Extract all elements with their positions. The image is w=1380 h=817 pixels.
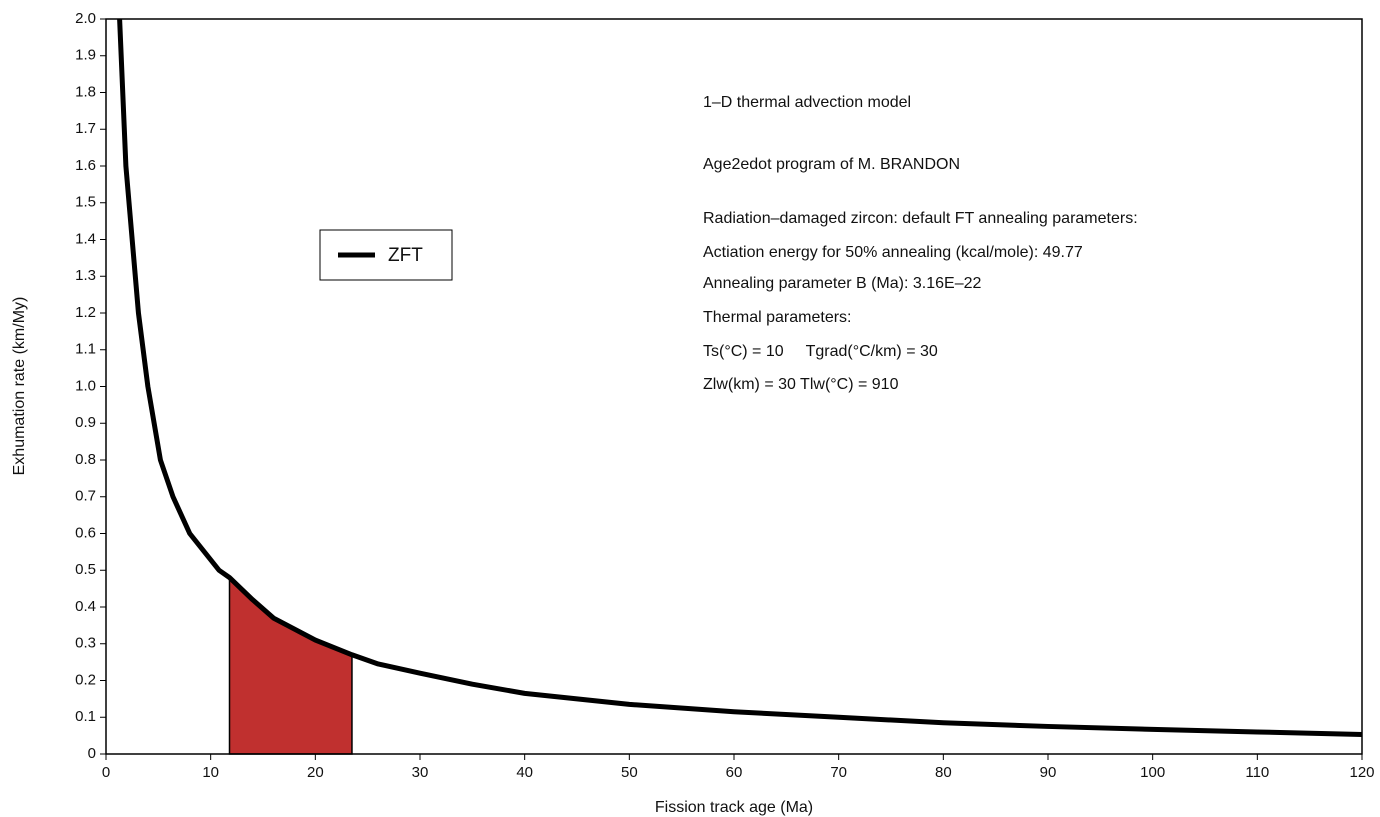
- y-tick-label: 1.3: [75, 267, 96, 284]
- x-tick-label: 110: [1245, 764, 1269, 781]
- annotation: Zlw(km) = 30 Tlw(°C) = 910: [703, 376, 899, 393]
- y-tick-label: 0.7: [75, 488, 96, 505]
- y-tick-label: 1.8: [75, 83, 96, 100]
- x-tick-label: 40: [516, 764, 533, 781]
- x-tick-label: 100: [1140, 764, 1165, 781]
- x-tick-label: 80: [935, 764, 952, 781]
- annotation: Age2edot program of M. BRANDON: [703, 156, 960, 173]
- x-tick-label: 90: [1040, 764, 1057, 781]
- line-series: [117, 18, 1363, 738]
- x-tick-label: 10: [202, 764, 219, 781]
- x-tick-label: 50: [621, 764, 638, 781]
- x-axis-label: Fission track age (Ma): [655, 799, 813, 816]
- annotation: Thermal parameters:: [703, 309, 852, 326]
- annotation: Radiation–damaged zircon: default FT ann…: [703, 210, 1138, 227]
- y-axis-label: Exhumation rate (km/My): [11, 297, 28, 476]
- y-tick-label: 0.3: [75, 635, 96, 652]
- y-tick-label: 0.5: [75, 561, 96, 578]
- legend-label: ZFT: [388, 245, 423, 266]
- x-tick-label: 30: [412, 764, 429, 781]
- y-tick-label: 1.2: [75, 304, 96, 321]
- y-tick-label: 0.9: [75, 414, 96, 431]
- annotation: 1–D thermal advection model: [703, 94, 911, 111]
- y-tick-label: 0.8: [75, 451, 96, 468]
- x-tick-label: 120: [1349, 764, 1374, 781]
- y-tick-label: 0.1: [75, 708, 96, 725]
- y-tick-label: 1.9: [75, 47, 96, 64]
- y-tick-label: 1.7: [75, 120, 96, 137]
- y-tick-label: 2.0: [75, 10, 96, 27]
- annotation: Annealing parameter B (Ma): 3.16E–22: [703, 275, 981, 292]
- x-tick-label: 70: [830, 764, 847, 781]
- y-tick-label: 1.4: [75, 230, 96, 247]
- x-tick-label: 20: [307, 764, 324, 781]
- y-tick-label: 1.1: [75, 341, 96, 358]
- y-tick-label: 0.6: [75, 524, 96, 541]
- y-tick-label: 1.5: [75, 194, 96, 211]
- x-tick-label: 0: [102, 764, 110, 781]
- annotation: Actiation energy for 50% annealing (kcal…: [703, 244, 1083, 261]
- x-tick-label: 60: [726, 764, 743, 781]
- y-tick-label: 0.4: [75, 598, 96, 615]
- y-tick-label: 1.6: [75, 157, 96, 174]
- shaded-area: [228, 575, 353, 755]
- annotation: Ts(°C) = 10 Tgrad(°C/km) = 30: [703, 343, 938, 360]
- y-tick-label: 0.2: [75, 671, 96, 688]
- y-tick-label: 0: [88, 745, 96, 762]
- y-tick-label: 1.0: [75, 377, 96, 394]
